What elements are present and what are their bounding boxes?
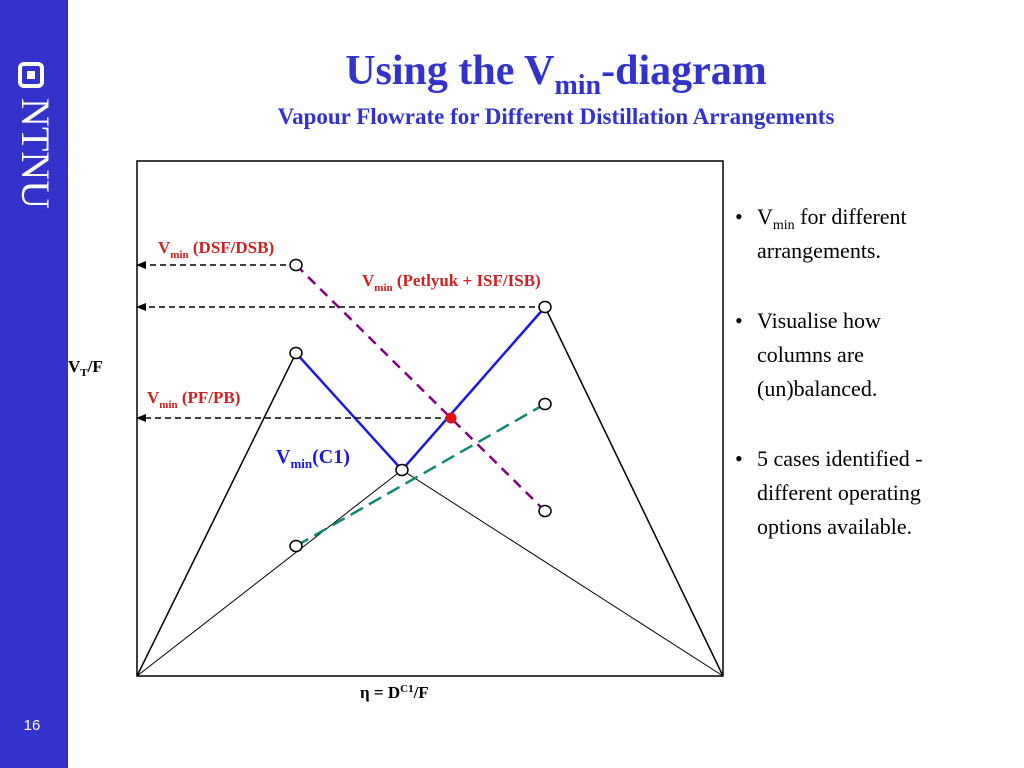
boundary-line xyxy=(136,352,297,677)
label-text: V xyxy=(158,238,171,257)
title: Using the Vmin-diagram xyxy=(345,48,767,101)
label-petlyuk: Vmin (Petlyuk + ISF/ISB) xyxy=(362,271,541,294)
label-subscript: min xyxy=(374,282,392,294)
bullet-line: Visualise how xyxy=(757,308,881,333)
label-subscript: min xyxy=(159,399,177,411)
bullet-symbol: • xyxy=(735,446,743,471)
label-text: (C1) xyxy=(312,446,350,468)
point xyxy=(538,504,552,518)
purple-dashed xyxy=(295,264,546,512)
bullet-line: different operating xyxy=(757,480,921,505)
axis-text: /F xyxy=(87,357,103,376)
axis-superscript: C1 xyxy=(400,683,413,695)
points xyxy=(289,258,552,553)
bullet-list: • Vmin for different arrangements. • Vis… xyxy=(735,204,923,539)
point xyxy=(289,539,303,553)
page-number: 16 xyxy=(24,717,41,734)
title-text: Using the V xyxy=(345,48,554,94)
red-point xyxy=(445,412,457,424)
point xyxy=(538,397,552,411)
label-dsf: Vmin (DSF/DSB) xyxy=(158,238,274,261)
point xyxy=(289,258,303,272)
bullet-text: for different xyxy=(795,204,907,229)
axis-text: η = D xyxy=(360,683,400,702)
logo-icon xyxy=(18,62,44,88)
teal-dashed xyxy=(295,402,546,548)
point xyxy=(538,300,552,314)
subtitle: Vapour Flowrate for Different Distillati… xyxy=(278,104,835,129)
label-subscript: min xyxy=(170,249,188,261)
logo-text: NTNU xyxy=(13,98,58,209)
title-subscript: min xyxy=(554,70,601,101)
diagram-frame xyxy=(136,160,724,677)
bullet-line: columns are xyxy=(757,342,864,367)
arrowheads xyxy=(136,261,146,422)
bullet-subscript: min xyxy=(773,218,795,233)
title-text: -diagram xyxy=(601,48,767,94)
bullet-text: V xyxy=(757,204,773,229)
logo-icon-inner xyxy=(27,71,35,79)
point xyxy=(395,463,409,477)
point xyxy=(289,346,303,360)
bullet-symbol: • xyxy=(735,204,743,229)
label-text: (PF/PB) xyxy=(178,388,241,407)
label-pf: Vmin (PF/PB) xyxy=(147,388,240,411)
label-c1: Vmin(C1) xyxy=(276,446,350,471)
axis-subscript: T xyxy=(80,367,88,379)
label-text: V xyxy=(147,388,160,407)
bullet-symbol: • xyxy=(735,308,743,333)
label-subscript: min xyxy=(290,456,312,471)
label-text: V xyxy=(362,271,375,290)
x-axis-label: η = DC1/F xyxy=(360,683,429,702)
bullet-line: arrangements. xyxy=(757,238,881,263)
axis-text: V xyxy=(68,357,81,376)
axis-text: /F xyxy=(413,683,429,702)
arrowhead xyxy=(136,261,146,269)
y-axis-label: VT/F xyxy=(68,357,103,379)
bullet-line: 5 cases identified - xyxy=(757,446,923,471)
sidebar xyxy=(0,0,68,768)
bullet-line: (un)balanced. xyxy=(757,376,877,401)
arrowhead xyxy=(136,414,146,422)
bullet-line: options available. xyxy=(757,514,912,539)
arrowhead xyxy=(136,303,146,311)
label-text: (DSF/DSB) xyxy=(189,238,274,257)
bullet-line: Vmin for different xyxy=(757,204,907,233)
boundary-line xyxy=(544,306,724,677)
label-text: (Petlyuk + ISF/ISB) xyxy=(393,271,541,290)
label-text: V xyxy=(276,446,291,468)
